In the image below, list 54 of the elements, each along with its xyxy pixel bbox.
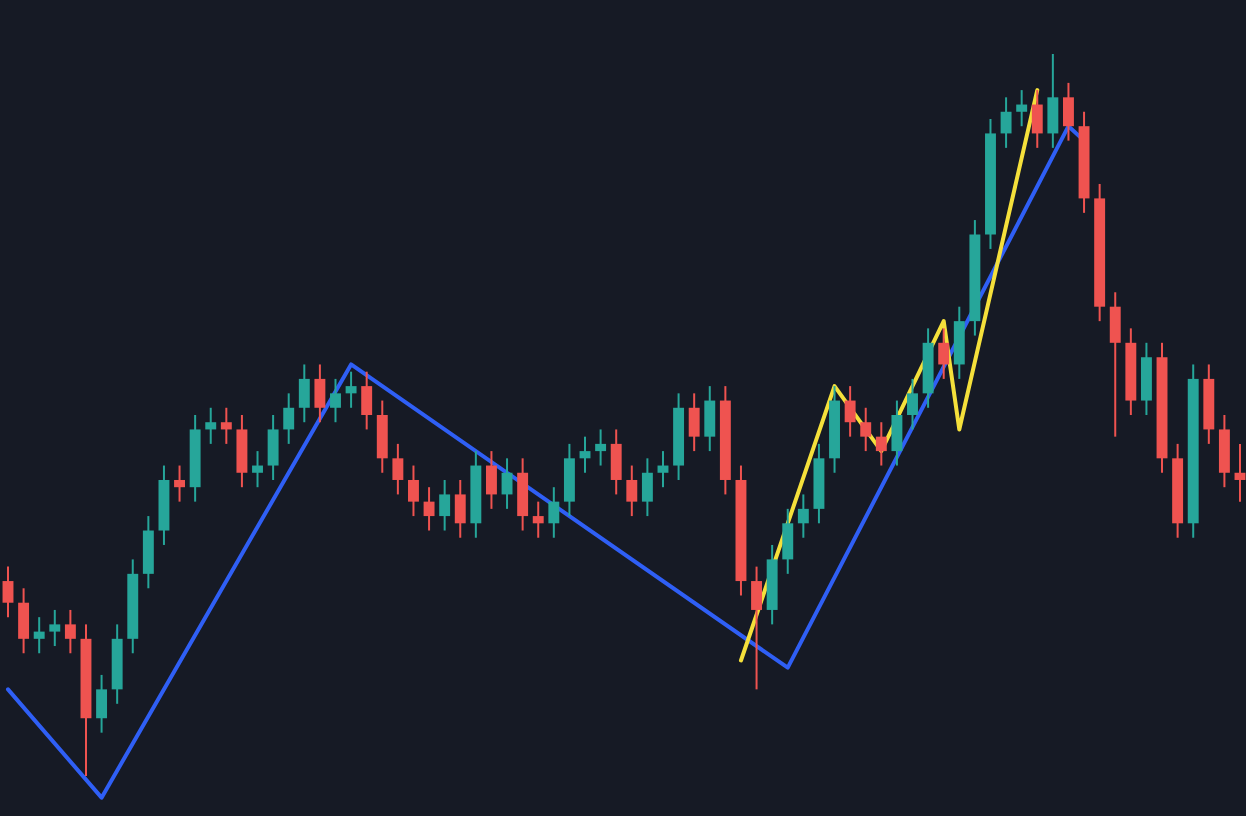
candlestick: [485, 450, 497, 510]
candlestick: [220, 406, 232, 445]
candlestick: [392, 442, 404, 496]
candlestick: [907, 377, 918, 431]
candlestick: [18, 587, 30, 655]
candlestick: [205, 406, 217, 445]
candlestick: [844, 385, 856, 438]
candlestick: [1109, 291, 1121, 438]
candlestick: [361, 370, 373, 431]
candlestick: [548, 486, 560, 539]
candlestick: [1000, 96, 1012, 149]
candlestick: [595, 428, 607, 467]
candlestick: [1063, 81, 1074, 142]
candlestick: [875, 421, 887, 467]
candlestick: [298, 363, 310, 424]
candlestick: [1016, 89, 1028, 128]
candlestick: [96, 673, 108, 734]
candlestick: [439, 478, 451, 532]
candlestick: [330, 377, 341, 424]
candlestick: [1140, 341, 1152, 416]
candlestick: [236, 414, 248, 489]
candlestick: [797, 493, 809, 539]
candlestick: [782, 507, 794, 575]
candlestick: [376, 399, 388, 474]
candlestick: [142, 515, 154, 590]
candlestick: [517, 457, 529, 532]
candlestick: [704, 385, 716, 453]
candlestick: [610, 428, 622, 496]
candlestick: [423, 486, 435, 532]
candlestick: [252, 450, 263, 489]
candlestick: [1047, 53, 1059, 149]
candlestick: [267, 414, 279, 481]
candlestick: [1031, 89, 1043, 149]
candlestick: [938, 327, 950, 380]
candlestick: [891, 399, 903, 467]
candlestick: [641, 457, 653, 518]
candlestick: [314, 363, 326, 424]
candlestick: [1218, 414, 1230, 489]
candlestick: [283, 392, 295, 445]
candlestick: [860, 406, 872, 453]
candlestick: [563, 442, 575, 518]
candlestick: [345, 370, 357, 409]
candlestick: [64, 608, 76, 655]
candlestick: [174, 464, 185, 503]
candlestick: [2, 565, 14, 619]
candlestick: [408, 464, 419, 518]
candlestick: [953, 305, 965, 380]
candlestick: [688, 392, 700, 453]
candlestick: [49, 608, 61, 648]
candlestick: [626, 464, 638, 518]
candlestick: [454, 478, 466, 539]
candlestick: [33, 616, 45, 655]
candlestick: [751, 565, 763, 691]
candlestick: [532, 500, 544, 539]
